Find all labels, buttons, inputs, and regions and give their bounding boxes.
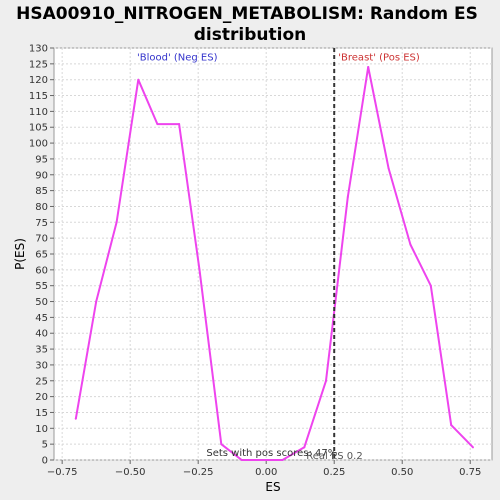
y-tick-label: 5 [42,440,48,451]
series-point [429,284,432,287]
series-point [471,446,474,449]
series-line [74,66,474,461]
y-tick-label: 30 [35,360,48,371]
series-point [450,424,453,427]
y-tick-label: 45 [35,313,48,324]
y-tick-label: 130 [29,44,48,55]
x-axis: −0.75 −0.50 −0.25 0.00 0.25 0.50 0.75 [47,460,481,478]
y-tick-label: 55 [35,281,48,292]
pos-scores-label: Sets with pos scores: 47% [206,448,337,459]
series-point [198,268,201,271]
y-tick-label: 95 [35,154,48,165]
y-tick-label: 65 [35,250,48,261]
x-tick-label: 0.50 [391,467,413,478]
series-point [115,221,118,224]
x-tick-label: −0.75 [47,467,78,478]
series-point [220,443,223,446]
y-tick-label: 110 [29,107,48,118]
y-tick-label: 70 [35,234,48,245]
y-tick-label: 125 [29,59,48,70]
x-tick-label: −0.25 [183,467,214,478]
y-axis: 0 5 10 15 20 25 30 35 40 45 50 55 60 65 70 75 80 85 90 95 10… [29,44,54,467]
annotations: 'Blood' (Neg ES) 'Breast' (Pos ES) Sets wi… [137,53,420,460]
series-point [240,459,243,461]
y-tick-label: 115 [29,91,48,102]
x-tick-label: 0.25 [323,467,345,478]
y-tick-label: 90 [35,170,48,181]
y-tick-label: 100 [29,139,48,150]
series-point [74,417,77,420]
y-tick-label: 15 [35,408,48,419]
real-es-label: Real ES 0.2 [306,451,362,462]
series-point [303,446,306,449]
series-point [95,300,98,303]
y-tick-label: 60 [35,265,48,276]
y-tick-label: 35 [35,345,48,356]
real-es-marker: Real ES 0.2 [306,48,363,462]
y-tick-label: 40 [35,329,48,340]
y-tick-label: 80 [35,202,48,213]
x-tick-label: −0.50 [115,467,146,478]
series-point [346,195,349,198]
pos-es-label: 'Breast' (Pos ES) [338,53,420,64]
series-point [325,379,328,382]
series-point [367,66,370,69]
series-point [137,78,140,81]
y-tick-label: 10 [35,424,48,435]
y-axis-label: P(ES) [13,238,27,270]
series-point [409,243,412,246]
y-tick-label: 105 [29,123,48,134]
chart-title-line-1: HSA00910_NITROGEN_METABOLISM: Random ES [16,4,478,24]
x-axis-label: ES [265,480,280,494]
grid [54,47,492,461]
y-tick-label: 85 [35,186,48,197]
series-point [265,459,268,461]
series-point [178,123,181,126]
y-tick-label: 20 [35,392,48,403]
series-layer [74,66,474,461]
y-tick-label: 75 [35,218,48,229]
x-tick-label: 0.75 [459,467,481,478]
neg-es-label: 'Blood' (Neg ES) [137,53,218,64]
y-tick-label: 0 [42,456,48,467]
y-tick-label: 25 [35,376,48,387]
series-point [281,459,284,461]
series-point [387,167,390,170]
y-tick-label: 50 [35,297,48,308]
chart-title-line-2: distribution [194,25,306,45]
series-point [156,123,159,126]
y-tick-label: 120 [29,75,48,86]
x-tick-label: 0.00 [255,467,277,478]
